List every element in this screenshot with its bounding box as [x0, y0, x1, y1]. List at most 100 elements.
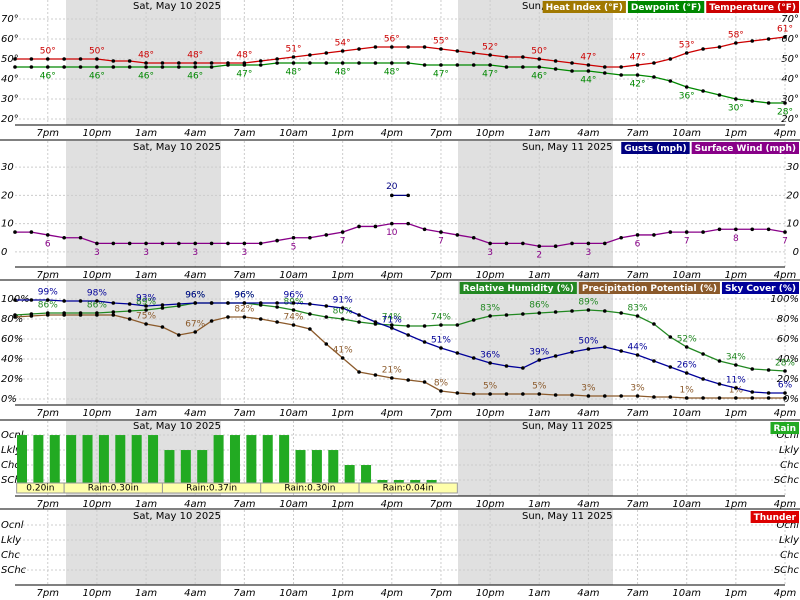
bar	[82, 435, 93, 483]
data-point	[193, 301, 198, 305]
data-point	[471, 63, 476, 67]
value-label: 6	[635, 239, 641, 249]
value-label: 99%	[38, 288, 58, 298]
data-point	[45, 65, 50, 69]
x-tick-label: 4am	[577, 270, 599, 281]
data-point	[701, 352, 705, 356]
night-shade	[458, 281, 613, 405]
data-point	[62, 235, 66, 240]
data-point	[193, 330, 198, 334]
data-point	[422, 63, 427, 67]
value-label: 54°	[335, 39, 351, 49]
value-label: 46°	[138, 72, 154, 82]
data-point	[324, 61, 329, 65]
bar	[361, 465, 372, 483]
value-label: 48°	[187, 51, 203, 61]
value-label: 67%	[185, 320, 205, 330]
x-tick-label: 7am	[626, 588, 648, 599]
x-tick-label: 4pm	[381, 408, 404, 419]
x-tick-label: 1pm	[331, 408, 354, 419]
value-label: 36%	[480, 351, 500, 361]
data-point	[242, 61, 247, 65]
data-point	[537, 392, 542, 396]
value-label: 50°	[40, 47, 56, 57]
legend-box	[770, 422, 799, 434]
data-point	[701, 396, 705, 400]
data-point	[504, 241, 509, 246]
value-label: 10	[386, 228, 398, 238]
data-point	[734, 386, 738, 390]
data-point	[406, 61, 410, 65]
x-tick-label: 4pm	[381, 270, 404, 281]
value-label: 46°	[40, 72, 56, 82]
data-point	[340, 49, 345, 53]
data-point	[455, 323, 460, 327]
data-point	[734, 41, 738, 45]
data-point	[111, 65, 116, 69]
value-label: 52°	[482, 43, 498, 53]
rain-total: Rain:0.30in	[88, 484, 139, 494]
bar	[246, 435, 257, 483]
value-label: 3%	[581, 384, 596, 394]
value-label: 74%	[382, 313, 402, 323]
value-label: 1%	[680, 386, 695, 396]
x-tick-label: 4pm	[774, 408, 797, 419]
y-tick-label: Ocnl	[1, 520, 24, 531]
data-point	[586, 241, 591, 246]
x-tick-label: 7pm	[37, 499, 60, 510]
value-label: 96%	[284, 291, 304, 301]
data-point	[717, 382, 722, 386]
night-shade	[458, 0, 613, 125]
data-point	[652, 75, 656, 79]
x-tick-label: 1pm	[725, 499, 748, 510]
x-tick-label: 7pm	[430, 499, 453, 510]
data-point	[471, 356, 476, 360]
data-point	[504, 364, 509, 368]
rain-total: Rain:0.30in	[284, 484, 335, 494]
x-tick-label: 10pm	[476, 408, 505, 419]
data-point	[111, 301, 116, 305]
bar	[328, 450, 339, 483]
y-tick-label: Lkly	[1, 535, 22, 546]
data-point	[29, 57, 34, 61]
data-point	[521, 312, 525, 316]
rain-total: Rain:0.37in	[186, 484, 237, 494]
data-point	[357, 47, 361, 51]
data-point	[635, 233, 640, 237]
data-point	[734, 396, 738, 400]
legend-box	[578, 282, 720, 294]
value-label: 39%	[529, 348, 549, 358]
y-tick-label: 30°	[1, 94, 19, 105]
data-point	[160, 61, 165, 65]
data-point	[586, 347, 591, 351]
legend-box	[542, 1, 626, 13]
data-point	[45, 57, 50, 61]
value-label: 7	[438, 237, 444, 247]
value-label: 48°	[236, 51, 252, 61]
x-tick-label: 1am	[135, 499, 157, 510]
data-point	[78, 313, 83, 317]
data-point	[701, 230, 705, 234]
data-point	[406, 333, 410, 337]
data-point	[570, 241, 574, 246]
x-tick-label: 4am	[577, 408, 599, 419]
bar	[131, 435, 142, 483]
bar	[213, 435, 224, 483]
value-label: 20	[386, 182, 398, 192]
value-label: 61°	[777, 25, 793, 35]
data-point	[78, 235, 83, 240]
value-label: 3	[241, 248, 247, 258]
data-point	[717, 227, 722, 232]
data-point	[275, 305, 279, 309]
y-tick-label: 20°	[1, 114, 19, 125]
data-point	[308, 61, 312, 65]
x-tick-label: 7am	[233, 588, 255, 599]
data-point	[488, 314, 492, 318]
value-label: 36°	[679, 92, 695, 102]
data-point	[553, 310, 558, 314]
data-point	[439, 230, 443, 234]
data-point	[406, 324, 410, 328]
series-line	[15, 299, 785, 394]
data-point	[62, 57, 66, 61]
data-point	[619, 65, 623, 69]
